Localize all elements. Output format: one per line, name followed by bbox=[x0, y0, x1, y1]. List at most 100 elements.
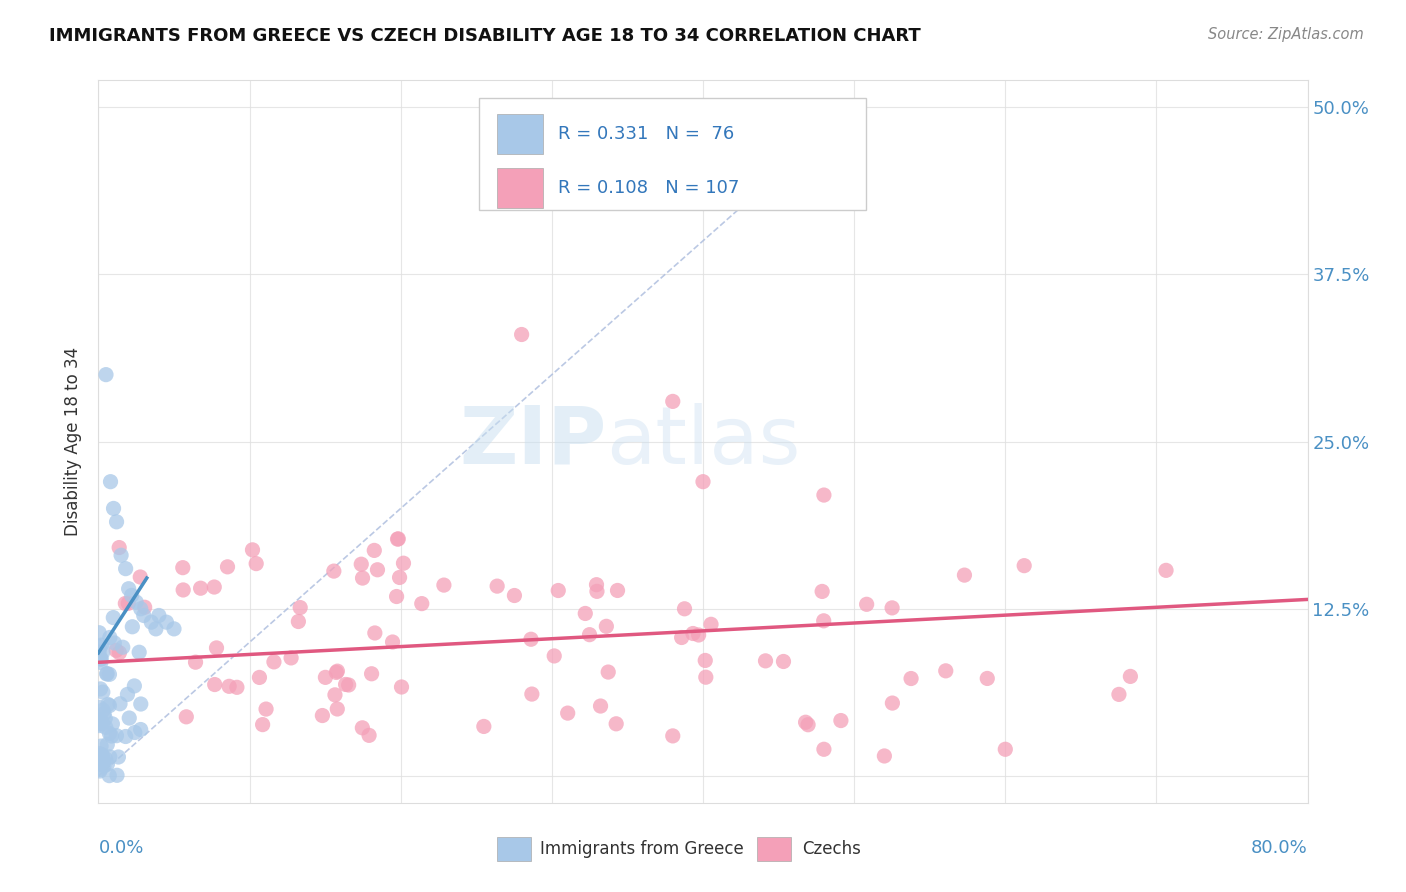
FancyBboxPatch shape bbox=[498, 169, 543, 208]
Text: 80.0%: 80.0% bbox=[1251, 838, 1308, 857]
Text: R = 0.108   N = 107: R = 0.108 N = 107 bbox=[558, 179, 740, 197]
Text: ZIP: ZIP bbox=[458, 402, 606, 481]
Point bbox=[204, 677, 226, 691]
Point bbox=[89, 645, 111, 659]
Point bbox=[1154, 563, 1177, 577]
Point bbox=[486, 579, 509, 593]
Point bbox=[323, 688, 346, 702]
Text: Immigrants from Greece: Immigrants from Greece bbox=[540, 840, 744, 858]
Point bbox=[176, 710, 198, 724]
Point bbox=[855, 597, 877, 611]
Point bbox=[89, 756, 111, 771]
Point bbox=[90, 638, 112, 652]
Point bbox=[98, 726, 121, 740]
Point bbox=[93, 759, 115, 773]
Point bbox=[117, 687, 139, 701]
Point bbox=[155, 615, 177, 630]
Point bbox=[311, 708, 333, 723]
Point bbox=[661, 394, 683, 409]
Point bbox=[114, 730, 136, 744]
Point bbox=[128, 645, 150, 659]
Point bbox=[103, 610, 125, 624]
Point bbox=[290, 600, 312, 615]
Point bbox=[163, 622, 186, 636]
Point bbox=[547, 583, 569, 598]
Text: atlas: atlas bbox=[606, 402, 800, 481]
Point bbox=[132, 608, 155, 623]
Point bbox=[225, 681, 247, 695]
Point bbox=[388, 570, 411, 584]
Point bbox=[121, 589, 143, 603]
Point bbox=[700, 617, 723, 632]
Point bbox=[129, 602, 152, 616]
Text: 0.0%: 0.0% bbox=[98, 838, 143, 857]
Point bbox=[574, 607, 596, 621]
Point bbox=[91, 750, 114, 764]
Point bbox=[107, 750, 129, 764]
Point bbox=[813, 488, 835, 502]
Point bbox=[1108, 687, 1130, 701]
Point bbox=[411, 597, 433, 611]
Point bbox=[100, 729, 122, 743]
Point bbox=[1119, 669, 1142, 683]
Point bbox=[589, 699, 612, 714]
Point bbox=[129, 570, 152, 584]
Point bbox=[695, 670, 717, 684]
Point bbox=[325, 665, 347, 680]
Point bbox=[129, 697, 152, 711]
Point bbox=[125, 595, 148, 609]
Point bbox=[391, 680, 413, 694]
Point bbox=[105, 768, 128, 782]
Point bbox=[105, 643, 128, 657]
Point bbox=[605, 716, 627, 731]
Point bbox=[94, 752, 117, 766]
Point bbox=[387, 532, 409, 546]
Point bbox=[129, 723, 152, 737]
Point bbox=[121, 620, 143, 634]
Text: IMMIGRANTS FROM GREECE VS CZECH DISABILITY AGE 18 TO 34 CORRELATION CHART: IMMIGRANTS FROM GREECE VS CZECH DISABILI… bbox=[49, 27, 921, 45]
Point bbox=[387, 532, 409, 546]
Point bbox=[695, 653, 717, 667]
Point bbox=[98, 749, 121, 764]
Point bbox=[111, 640, 134, 655]
Point bbox=[381, 635, 404, 649]
Point bbox=[172, 582, 194, 597]
Point bbox=[89, 764, 111, 778]
Point bbox=[89, 700, 111, 714]
Point bbox=[91, 755, 114, 769]
Point bbox=[363, 543, 385, 558]
Point bbox=[98, 631, 121, 645]
Point bbox=[900, 672, 922, 686]
Point bbox=[543, 648, 565, 663]
Point bbox=[242, 542, 264, 557]
Point bbox=[89, 762, 111, 776]
Point bbox=[96, 666, 118, 681]
Point bbox=[595, 619, 617, 633]
Point bbox=[598, 665, 620, 679]
FancyBboxPatch shape bbox=[498, 114, 543, 154]
Point bbox=[385, 590, 408, 604]
Point bbox=[688, 628, 710, 642]
Point bbox=[337, 678, 360, 692]
Point bbox=[520, 632, 543, 647]
Point bbox=[117, 596, 139, 610]
Point bbox=[280, 651, 302, 665]
FancyBboxPatch shape bbox=[479, 98, 866, 211]
Point bbox=[249, 670, 271, 684]
Point bbox=[326, 664, 349, 678]
Point bbox=[89, 747, 111, 761]
Point bbox=[91, 645, 114, 659]
Point bbox=[520, 687, 543, 701]
Point bbox=[472, 719, 495, 733]
Point bbox=[89, 681, 111, 696]
Point bbox=[90, 714, 112, 728]
Point bbox=[108, 646, 131, 660]
Point bbox=[794, 715, 817, 730]
Y-axis label: Disability Age 18 to 34: Disability Age 18 to 34 bbox=[65, 347, 83, 536]
Point bbox=[184, 655, 207, 669]
Point bbox=[98, 698, 121, 713]
Point bbox=[96, 666, 118, 681]
Point bbox=[190, 581, 212, 595]
Point bbox=[91, 747, 114, 762]
Point bbox=[94, 720, 117, 734]
